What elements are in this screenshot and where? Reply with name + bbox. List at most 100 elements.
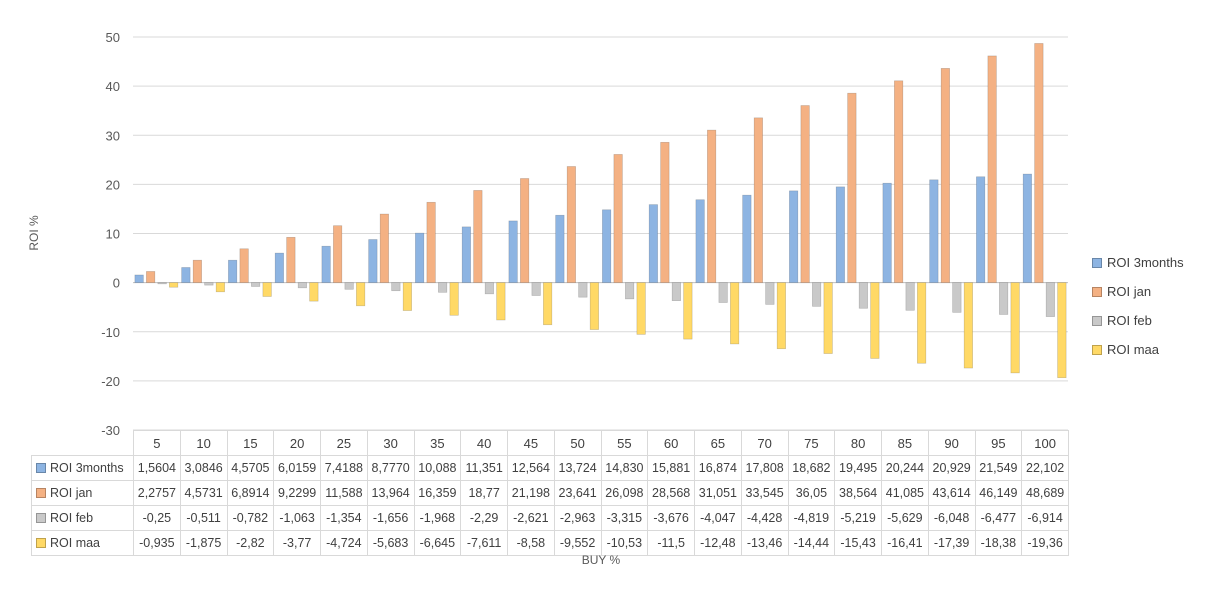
data-label: -2,29 bbox=[460, 505, 508, 531]
bar bbox=[625, 282, 635, 300]
bar bbox=[461, 226, 471, 283]
x-tick-label: 85 bbox=[881, 430, 929, 456]
bar bbox=[508, 220, 518, 283]
data-label: 46,149 bbox=[974, 480, 1023, 506]
bar bbox=[835, 186, 845, 283]
data-label: 43,614 bbox=[927, 480, 976, 506]
data-label: 12,564 bbox=[507, 455, 555, 481]
y-tick-label: 20 bbox=[106, 177, 120, 192]
bar bbox=[671, 282, 681, 301]
bar bbox=[228, 259, 238, 283]
data-label: 4,5705 bbox=[226, 455, 275, 481]
bar bbox=[812, 282, 822, 307]
legend-label: ROI maa bbox=[1107, 342, 1160, 357]
x-tick-label: 95 bbox=[974, 430, 1023, 456]
data-label: 14,830 bbox=[600, 455, 649, 481]
data-label: -1,354 bbox=[320, 505, 368, 531]
bar bbox=[1045, 282, 1055, 317]
bar bbox=[952, 282, 962, 313]
bar bbox=[660, 141, 670, 283]
data-label: -7,611 bbox=[460, 530, 508, 556]
data-label: 7,4188 bbox=[320, 455, 368, 481]
legend-swatch bbox=[1092, 257, 1102, 268]
bar bbox=[963, 282, 973, 369]
legend-label: ROI feb bbox=[1107, 313, 1152, 328]
data-label: -5,219 bbox=[834, 505, 882, 531]
table-row: ROI 3months 1,5604 3,0846 4,5705 6,0159 7,418… bbox=[31, 455, 1069, 481]
data-label: 23,641 bbox=[553, 480, 602, 506]
data-label: 1,5604 bbox=[133, 455, 181, 481]
data-label: 13,964 bbox=[366, 480, 415, 506]
bar bbox=[823, 282, 833, 354]
data-label: -1,968 bbox=[413, 505, 462, 531]
data-label: 26,098 bbox=[600, 480, 649, 506]
y-tick-label: -10 bbox=[101, 325, 120, 340]
bar bbox=[882, 182, 892, 283]
bar bbox=[368, 239, 378, 283]
data-label: -14,44 bbox=[787, 530, 836, 556]
data-label: 19,495 bbox=[834, 455, 882, 481]
data-label: 11,588 bbox=[320, 480, 368, 506]
x-tick-label: 35 bbox=[413, 430, 462, 456]
x-tick-label: 65 bbox=[694, 430, 742, 456]
bar bbox=[192, 259, 202, 283]
bar bbox=[169, 282, 179, 288]
legend-key-swatch bbox=[36, 488, 46, 498]
legend-item: ROI 3months bbox=[1092, 252, 1184, 273]
y-tick-label: 0 bbox=[113, 276, 120, 291]
data-label: 15,881 bbox=[647, 455, 695, 481]
x-tick-label: 10 bbox=[179, 430, 228, 456]
bar bbox=[309, 282, 319, 302]
bar bbox=[776, 282, 786, 350]
bar bbox=[905, 282, 915, 311]
data-label: -4,819 bbox=[787, 505, 836, 531]
data-label: 6,0159 bbox=[273, 455, 321, 481]
data-label: 17,808 bbox=[740, 455, 789, 481]
table-series-name: ROI jan bbox=[31, 480, 134, 506]
data-label: 22,102 bbox=[1021, 455, 1069, 481]
bar bbox=[648, 204, 658, 283]
bar bbox=[379, 213, 389, 283]
bar bbox=[870, 282, 880, 359]
data-label: -15,43 bbox=[834, 530, 882, 556]
data-label: 41,085 bbox=[881, 480, 929, 506]
data-label: -18,38 bbox=[974, 530, 1023, 556]
y-axis-title: ROI % bbox=[27, 215, 41, 251]
data-label: -3,676 bbox=[647, 505, 695, 531]
bar bbox=[274, 252, 284, 283]
bar bbox=[520, 178, 530, 283]
data-label: -10,53 bbox=[600, 530, 649, 556]
x-axis-title: BUY % bbox=[581, 553, 621, 567]
data-label: -6,477 bbox=[974, 505, 1023, 531]
x-tick-label: 55 bbox=[600, 430, 649, 456]
bars bbox=[134, 43, 1067, 379]
data-label: 21,549 bbox=[974, 455, 1023, 481]
series-label: ROI 3months bbox=[50, 461, 124, 475]
series-label: ROI feb bbox=[50, 511, 94, 525]
bar bbox=[707, 129, 717, 283]
data-label: 31,051 bbox=[694, 480, 742, 506]
bar bbox=[976, 176, 986, 283]
bar bbox=[589, 282, 599, 330]
gridlines bbox=[133, 36, 1068, 431]
data-label: -8,58 bbox=[507, 530, 555, 556]
data-label: -0,25 bbox=[133, 505, 181, 531]
bar bbox=[415, 232, 425, 283]
y-tick-label: 50 bbox=[106, 30, 120, 45]
data-label: -13,46 bbox=[740, 530, 789, 556]
data-label: 9,2299 bbox=[273, 480, 321, 506]
data-label: -1,656 bbox=[366, 505, 415, 531]
data-label: -6,048 bbox=[927, 505, 976, 531]
table-row: ROI jan 2,2757 4,5731 6,8914 9,2299 11,588 13,… bbox=[31, 480, 1069, 506]
y-tick-label: 10 bbox=[106, 227, 120, 242]
data-label: -0,511 bbox=[179, 505, 228, 531]
bar bbox=[683, 282, 693, 340]
bar bbox=[753, 117, 763, 283]
bar bbox=[800, 105, 810, 283]
x-tick-label: 90 bbox=[927, 430, 976, 456]
bar bbox=[917, 282, 927, 364]
x-tick-label: 100 bbox=[1021, 430, 1069, 456]
table-header-row: 5 10 15 20 25 30 35 40 45 50 55 60 65 70 75 80 85 90 95 100 bbox=[31, 430, 1069, 456]
table-series-name: ROI feb bbox=[31, 505, 134, 531]
